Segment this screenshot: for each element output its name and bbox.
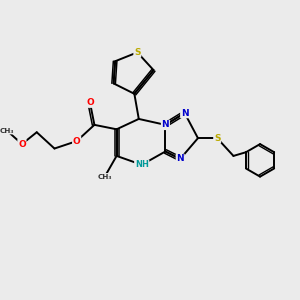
Text: N: N — [176, 154, 184, 164]
Text: N: N — [181, 109, 188, 118]
Text: CH₃: CH₃ — [0, 128, 14, 134]
Text: N: N — [162, 120, 169, 129]
Text: O: O — [18, 140, 26, 148]
Text: S: S — [214, 134, 220, 143]
Text: NH: NH — [135, 160, 149, 169]
Text: S: S — [134, 48, 141, 57]
Text: O: O — [73, 136, 80, 146]
Text: O: O — [86, 98, 94, 107]
Text: CH₃: CH₃ — [98, 174, 112, 180]
